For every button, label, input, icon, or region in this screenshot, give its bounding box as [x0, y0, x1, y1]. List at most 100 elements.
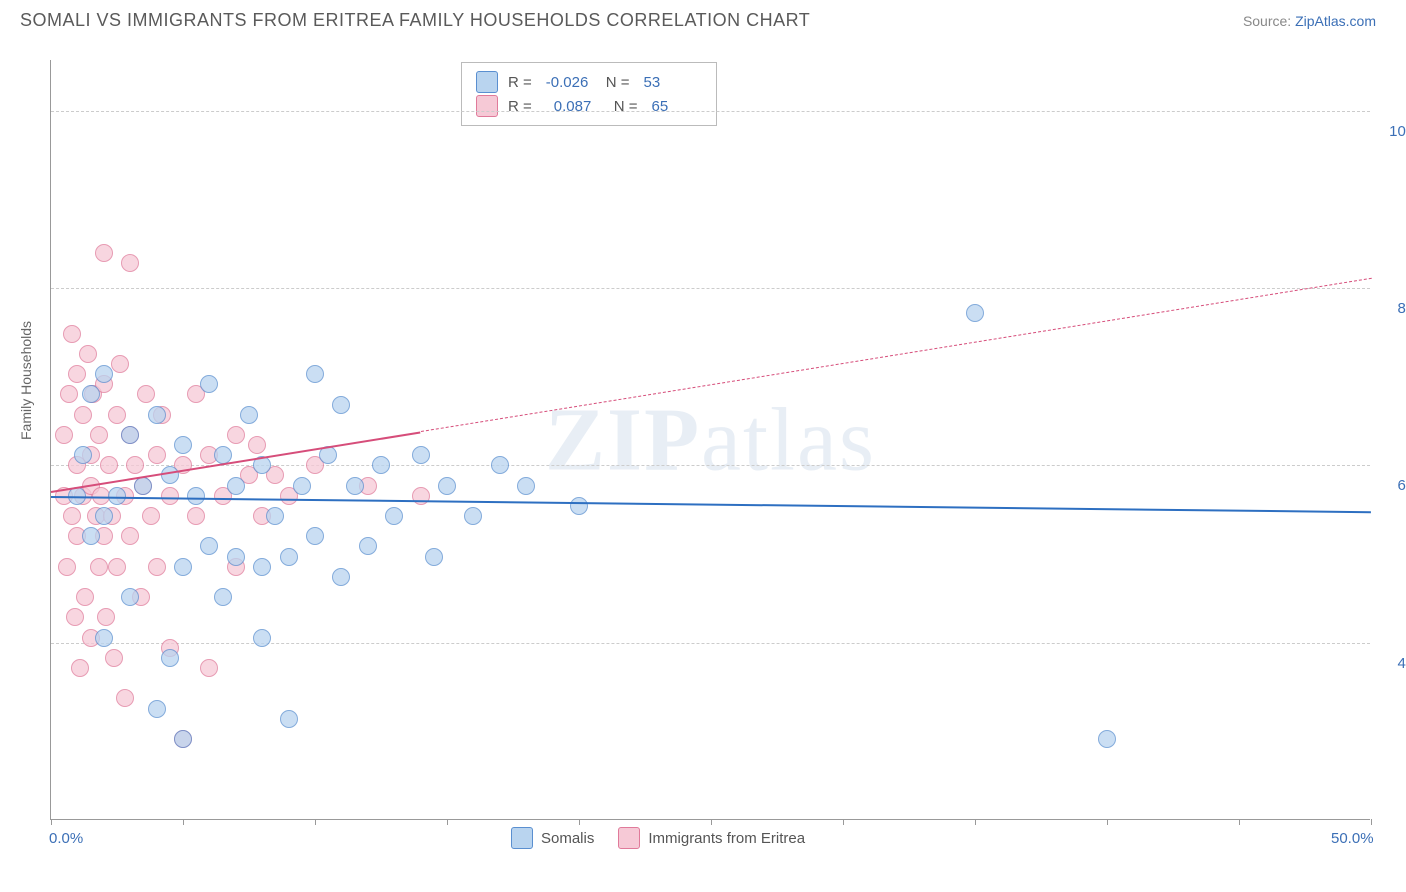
data-point — [385, 507, 403, 525]
data-point — [174, 558, 192, 576]
x-tick-mark — [51, 819, 52, 825]
data-point — [126, 456, 144, 474]
data-point — [359, 537, 377, 555]
data-point — [82, 385, 100, 403]
data-point — [187, 507, 205, 525]
data-point — [425, 548, 443, 566]
data-point — [280, 710, 298, 728]
x-tick-mark — [315, 819, 316, 825]
legend-bottom: Somalis Immigrants from Eritrea — [511, 827, 805, 849]
data-point — [74, 446, 92, 464]
data-point — [227, 426, 245, 444]
data-point — [161, 649, 179, 667]
y-tick-label: 65.0% — [1380, 477, 1406, 494]
x-tick-mark — [843, 819, 844, 825]
data-point — [116, 689, 134, 707]
data-point — [111, 355, 129, 373]
source-prefix: Source: — [1243, 13, 1295, 29]
data-point — [68, 365, 86, 383]
data-point — [266, 507, 284, 525]
data-point — [570, 497, 588, 515]
data-point — [372, 456, 390, 474]
data-point — [63, 325, 81, 343]
data-point — [55, 426, 73, 444]
data-point — [76, 588, 94, 606]
data-point — [227, 477, 245, 495]
legend-stats-box: R =-0.026 N =53 R =0.087 N =65 — [461, 62, 717, 126]
y-axis-label: Family Households — [18, 321, 34, 440]
data-point — [161, 466, 179, 484]
data-point — [142, 507, 160, 525]
source-label: Source: ZipAtlas.com — [1243, 13, 1376, 29]
r-value-somalis: -0.026 — [546, 74, 596, 91]
legend-item-eritrea: Immigrants from Eritrea — [618, 827, 805, 849]
y-tick-label: 82.5% — [1380, 300, 1406, 317]
data-point — [248, 436, 266, 454]
swatch-somalis — [476, 71, 498, 93]
trend-line — [421, 278, 1372, 432]
data-point — [71, 659, 89, 677]
data-point — [332, 568, 350, 586]
data-point — [74, 406, 92, 424]
data-point — [1098, 730, 1116, 748]
data-point — [517, 477, 535, 495]
data-point — [79, 345, 97, 363]
data-point — [66, 608, 84, 626]
data-point — [90, 426, 108, 444]
data-point — [253, 558, 271, 576]
chart-title: SOMALI VS IMMIGRANTS FROM ERITREA FAMILY… — [20, 10, 810, 31]
swatch-eritrea — [476, 95, 498, 117]
data-point — [95, 244, 113, 262]
data-point — [200, 537, 218, 555]
x-tick-label: 50.0% — [1331, 830, 1374, 847]
data-point — [95, 365, 113, 383]
x-tick-mark — [1371, 819, 1372, 825]
data-point — [121, 527, 139, 545]
data-point — [464, 507, 482, 525]
x-tick-mark — [1107, 819, 1108, 825]
data-point — [105, 649, 123, 667]
data-point — [63, 507, 81, 525]
data-point — [58, 558, 76, 576]
x-tick-mark — [975, 819, 976, 825]
gridline — [51, 288, 1370, 289]
x-tick-mark — [183, 819, 184, 825]
data-point — [187, 487, 205, 505]
y-tick-label: 47.5% — [1380, 655, 1406, 672]
data-point — [438, 477, 456, 495]
legend-label-somalis: Somalis — [541, 830, 594, 847]
n-value-somalis: 53 — [644, 74, 694, 91]
data-point — [97, 608, 115, 626]
data-point — [253, 629, 271, 647]
data-point — [174, 730, 192, 748]
gridline — [51, 643, 1370, 644]
data-point — [95, 629, 113, 647]
x-tick-mark — [447, 819, 448, 825]
x-tick-mark — [711, 819, 712, 825]
data-point — [412, 446, 430, 464]
data-point — [240, 406, 258, 424]
source-link[interactable]: ZipAtlas.com — [1295, 13, 1376, 29]
swatch-somalis-bottom — [511, 827, 533, 849]
n-value-eritrea: 65 — [652, 98, 702, 115]
legend-row-eritrea: R =0.087 N =65 — [476, 95, 702, 117]
data-point — [60, 385, 78, 403]
data-point — [95, 507, 113, 525]
data-point — [148, 700, 166, 718]
data-point — [137, 385, 155, 403]
legend-row-somalis: R =-0.026 N =53 — [476, 71, 702, 93]
swatch-eritrea-bottom — [618, 827, 640, 849]
data-point — [214, 588, 232, 606]
data-point — [293, 477, 311, 495]
data-point — [148, 558, 166, 576]
gridline — [51, 111, 1370, 112]
data-point — [306, 365, 324, 383]
data-point — [121, 254, 139, 272]
data-point — [121, 588, 139, 606]
data-point — [161, 487, 179, 505]
data-point — [966, 304, 984, 322]
data-point — [174, 436, 192, 454]
data-point — [280, 548, 298, 566]
x-tick-label: 0.0% — [49, 830, 83, 847]
data-point — [121, 426, 139, 444]
